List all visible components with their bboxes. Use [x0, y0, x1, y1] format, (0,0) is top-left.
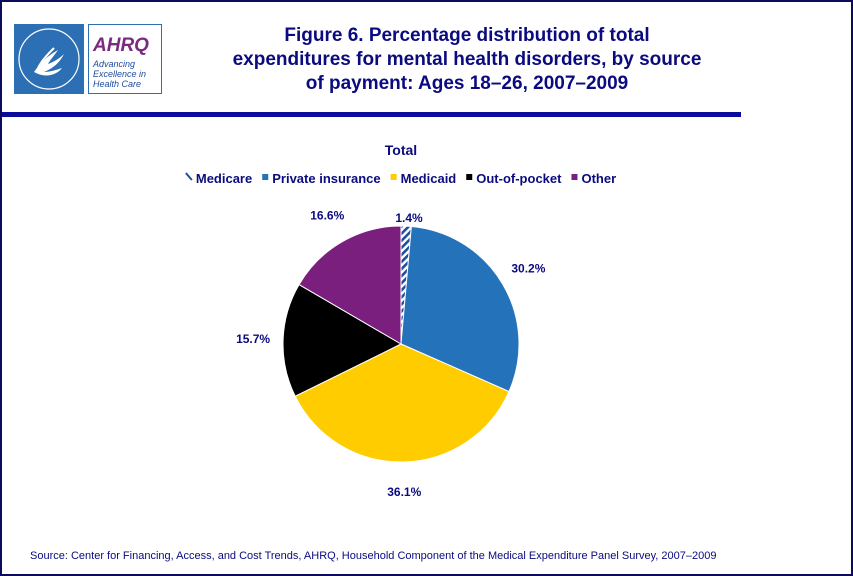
legend-label: Out-of-pocket — [476, 171, 562, 186]
pie-data-labels: 1.4% 30.2% 36.1% 15.7% 16.6% — [236, 209, 546, 499]
legend-label: Medicaid — [401, 171, 457, 186]
data-label-other: 16.6% — [310, 209, 344, 223]
pie-slice-out-of-pocket — [282, 283, 403, 397]
data-label-medicaid: 36.1% — [387, 485, 421, 499]
data-label-out-of-pocket: 15.7% — [236, 332, 270, 346]
pie-slices — [282, 225, 520, 463]
data-label-private-insurance: 30.2% — [511, 262, 545, 276]
pie-slice-other — [298, 225, 402, 345]
legend-swatch — [390, 174, 397, 180]
source-note: Source: Center for Financing, Access, an… — [30, 550, 717, 562]
legend-label: Private insurance — [272, 171, 380, 186]
ahrq-logo: AHRQ Advancing Excellence in Health Care — [88, 24, 162, 94]
title-line-3: of payment: Ages 18–26, 2007–2009 — [305, 73, 629, 94]
logo-block: AHRQ Advancing Excellence in Health Care — [14, 24, 164, 94]
chart-title: Total — [385, 142, 417, 158]
legend-item-other: Other — [571, 171, 616, 186]
legend-swatch — [262, 174, 269, 180]
title-line-2: expenditures for mental health disorders… — [232, 49, 702, 70]
data-label-medicare: 1.4% — [395, 211, 423, 225]
legend-item-private-insurance: Private insurance — [262, 171, 381, 186]
hhs-eagle-icon — [18, 28, 80, 90]
ahrq-logo-tagline: Advancing Excellence in Health Care — [93, 59, 147, 89]
legend-swatch — [571, 174, 578, 180]
title-line-1: Figure 6. Percentage distribution of tot… — [284, 25, 650, 46]
legend-item-out-of-pocket: Out-of-pocket — [466, 171, 562, 186]
legend-item-medicare: Medicare — [185, 171, 252, 186]
legend-label: Medicare — [196, 171, 252, 186]
figure-title: Figure 6. Percentage distribution of tot… — [202, 24, 732, 96]
legend-swatch — [185, 172, 193, 181]
hhs-seal-logo — [14, 24, 84, 94]
title-divider — [2, 112, 741, 117]
legend-swatch — [466, 174, 473, 180]
legend-item-medicaid: Medicaid — [390, 171, 457, 186]
legend-label: Other — [581, 171, 616, 186]
pie-slice-private-insurance — [400, 225, 520, 393]
pie-slice-medicaid — [294, 343, 510, 463]
chart-legend: Medicare Private insurance Medicaid Out-of-… — [185, 171, 616, 186]
ahrq-logo-name: AHRQ — [93, 35, 149, 56]
pie-chart: Total Medicare Private insurance Medicaid O… — [185, 142, 616, 499]
